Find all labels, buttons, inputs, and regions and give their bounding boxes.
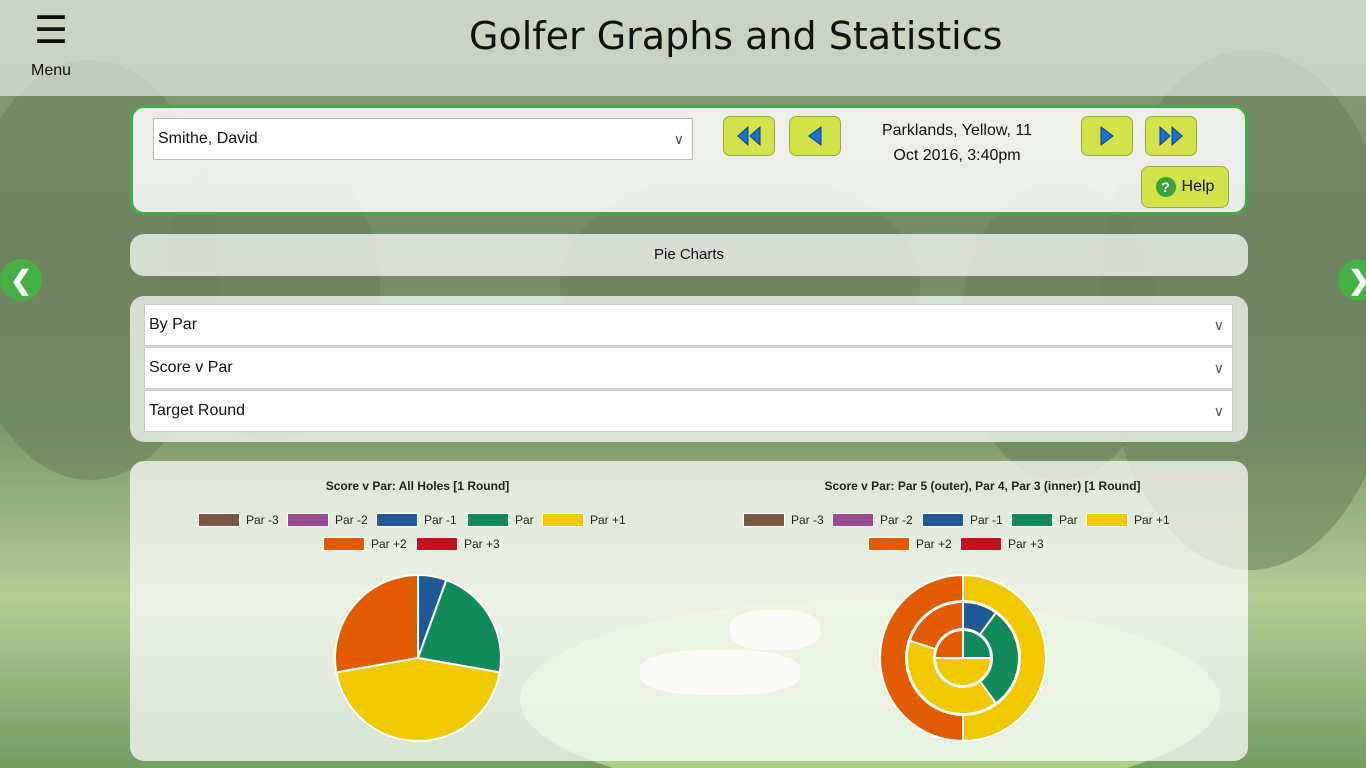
legend-swatch (467, 513, 509, 527)
rewind-icon (737, 125, 761, 147)
comparison-value: Target Round (149, 402, 246, 419)
legend-swatch (922, 513, 964, 527)
group-by-value: By Par (149, 316, 198, 333)
legend-label: Par (1059, 513, 1078, 527)
legend-item: Par -2 (832, 513, 913, 527)
last-round-button[interactable] (1145, 116, 1197, 156)
menu-button[interactable]: ☰ Menu (22, 10, 80, 88)
legend-item: Par +1 (1086, 513, 1170, 527)
top-bar: ☰ Menu Golfer Graphs and Statistics (0, 0, 1366, 96)
fast-forward-icon (1159, 125, 1183, 147)
golfer-select[interactable]: Smithe, David ∨ (153, 118, 693, 160)
legend-swatch (960, 537, 1002, 551)
comparison-select[interactable]: Target Round ∨ (144, 390, 1233, 432)
chart-title: Score v Par: Par 5 (outer), Par 4, Par 3… (824, 479, 1141, 493)
round-info: Parklands, Yellow, 11 Oct 2016, 3:40pm (873, 118, 1041, 168)
first-round-button[interactable] (723, 116, 775, 156)
round-date: Oct 2016, 3:40pm (893, 147, 1021, 164)
section-title: Pie Charts (653, 246, 725, 263)
help-label: Help (1181, 178, 1215, 195)
legend-swatch (198, 513, 240, 527)
legend-label: Par (515, 513, 534, 527)
legend-swatch (1011, 513, 1053, 527)
chevron-down-icon: ∨ (1213, 403, 1224, 419)
help-icon: ? (1155, 177, 1176, 197)
group-by-select[interactable]: By Par ∨ (144, 304, 1233, 346)
legend-swatch (832, 513, 874, 527)
legend-swatch (1086, 513, 1128, 527)
legend-label: Par +3 (1008, 537, 1044, 551)
legend-item: Par (1011, 513, 1078, 527)
menu-label: Menu (30, 62, 72, 79)
next-icon (1100, 126, 1114, 146)
chevron-down-icon: ∨ (1213, 360, 1224, 376)
legend-item: Par +3 (416, 537, 500, 551)
measure-select[interactable]: Score v Par ∨ (144, 347, 1233, 389)
chevron-down-icon: ∨ (673, 131, 684, 147)
legend-swatch (868, 537, 910, 551)
legend-swatch (287, 513, 329, 527)
legend-item: Par +1 (542, 513, 626, 527)
pie-slice (962, 628, 993, 659)
pie-chart-by-par (879, 573, 1047, 743)
legend-item: Par +3 (960, 537, 1044, 551)
help-button[interactable]: ? Help (1141, 166, 1229, 208)
round-selector-panel: Smithe, David ∨ Parklands, Yellow, 11 Oc… (130, 105, 1248, 215)
legend-label: Par -2 (880, 513, 913, 527)
legend-item: Par -3 (743, 513, 824, 527)
legend-item: Par -3 (198, 513, 279, 527)
legend-label: Par +3 (464, 537, 500, 551)
legend-item: Par +2 (868, 537, 952, 551)
section-header: Pie Charts (130, 234, 1248, 276)
legend-label: Par +2 (916, 537, 952, 551)
legend-item: Par +2 (323, 537, 407, 551)
hamburger-icon: ☰ (33, 10, 69, 52)
next-page-arrow-icon[interactable]: ❯ (1338, 259, 1366, 301)
charts-panel: Score v Par: All Holes [1 Round] Score v… (130, 461, 1248, 761)
filters-panel: By Par ∨ Score v Par ∨ Target Round ∨ (130, 296, 1248, 442)
pie-slice (334, 573, 419, 674)
legend-label: Par -1 (424, 513, 457, 527)
next-round-button[interactable] (1081, 116, 1133, 156)
legend-label: Par +1 (1134, 513, 1170, 527)
page-title: Golfer Graphs and Statistics (469, 14, 1003, 58)
round-course: Parklands, Yellow, 11 (881, 122, 1033, 139)
previous-page-arrow-icon[interactable]: ❮ (0, 259, 42, 301)
pie-slice (933, 657, 993, 687)
pie-slice (335, 656, 501, 742)
pie-slice (933, 628, 964, 659)
measure-value: Score v Par (149, 359, 233, 376)
legend-label: Par -3 (246, 513, 279, 527)
legend-label: Par -2 (335, 513, 368, 527)
legend-label: Par +1 (590, 513, 626, 527)
legend-swatch (416, 537, 458, 551)
legend-swatch (542, 513, 584, 527)
chart-title: Score v Par: All Holes [1 Round] (325, 479, 510, 493)
golfer-select-value: Smithe, David (158, 130, 258, 147)
previous-icon (808, 126, 822, 146)
legend-label: Par -3 (791, 513, 824, 527)
legend-label: Par +2 (371, 537, 407, 551)
legend-swatch (376, 513, 418, 527)
legend-item: Par (467, 513, 534, 527)
previous-round-button[interactable] (789, 116, 841, 156)
legend-item: Par -1 (922, 513, 1003, 527)
legend-label: Par -1 (970, 513, 1003, 527)
chevron-down-icon: ∨ (1213, 317, 1224, 333)
legend-item: Par -2 (287, 513, 368, 527)
pie-slice (416, 578, 502, 674)
legend-swatch (323, 537, 365, 551)
legend-swatch (743, 513, 785, 527)
legend-item: Par -1 (376, 513, 457, 527)
pie-chart-all-holes (334, 573, 502, 742)
